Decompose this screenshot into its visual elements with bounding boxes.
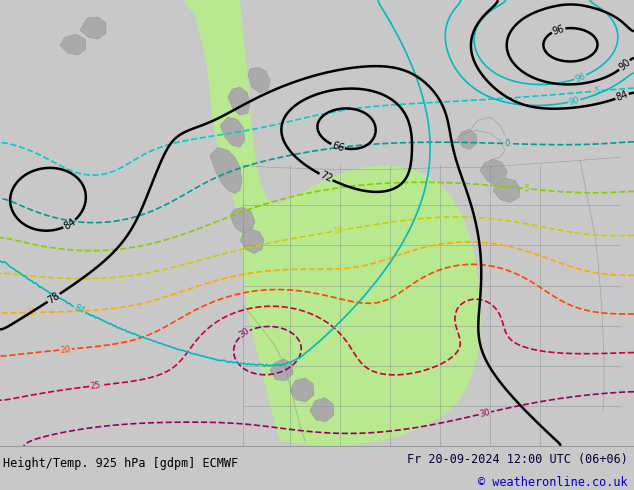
Text: -5: -5 <box>592 86 601 96</box>
Text: 78: 78 <box>46 290 61 305</box>
Text: 30: 30 <box>479 408 491 419</box>
Text: Height/Temp. 925 hPa [gdpm] ECMWF: Height/Temp. 925 hPa [gdpm] ECMWF <box>3 457 238 470</box>
Polygon shape <box>248 67 270 93</box>
Polygon shape <box>290 378 314 402</box>
Text: 84: 84 <box>614 90 630 103</box>
Text: Fr 20-09-2024 12:00 UTC (06+06): Fr 20-09-2024 12:00 UTC (06+06) <box>407 453 628 466</box>
Polygon shape <box>480 159 507 185</box>
Text: 66: 66 <box>330 140 346 153</box>
Text: © weatheronline.co.uk: © weatheronline.co.uk <box>478 476 628 489</box>
Polygon shape <box>80 17 106 39</box>
Text: 96: 96 <box>551 23 566 36</box>
Text: 0: 0 <box>504 139 510 148</box>
Text: 84: 84 <box>61 217 77 232</box>
Text: 90: 90 <box>568 96 581 107</box>
Text: 10: 10 <box>332 225 344 236</box>
Polygon shape <box>228 87 250 115</box>
Polygon shape <box>183 0 481 446</box>
Text: 30: 30 <box>238 327 252 340</box>
Polygon shape <box>493 178 520 202</box>
Text: 96: 96 <box>574 71 587 83</box>
Polygon shape <box>60 34 86 55</box>
Polygon shape <box>458 129 477 149</box>
Text: 15: 15 <box>27 308 37 317</box>
Text: 25: 25 <box>89 381 101 391</box>
Polygon shape <box>240 229 264 253</box>
Polygon shape <box>270 359 293 381</box>
Polygon shape <box>310 398 334 422</box>
Polygon shape <box>210 147 242 194</box>
Polygon shape <box>230 207 255 233</box>
Text: 5: 5 <box>524 184 530 194</box>
Polygon shape <box>220 117 245 147</box>
Text: 84: 84 <box>73 303 86 316</box>
Text: 90: 90 <box>617 57 633 73</box>
Text: 20: 20 <box>60 344 71 354</box>
Text: 72: 72 <box>318 170 333 184</box>
